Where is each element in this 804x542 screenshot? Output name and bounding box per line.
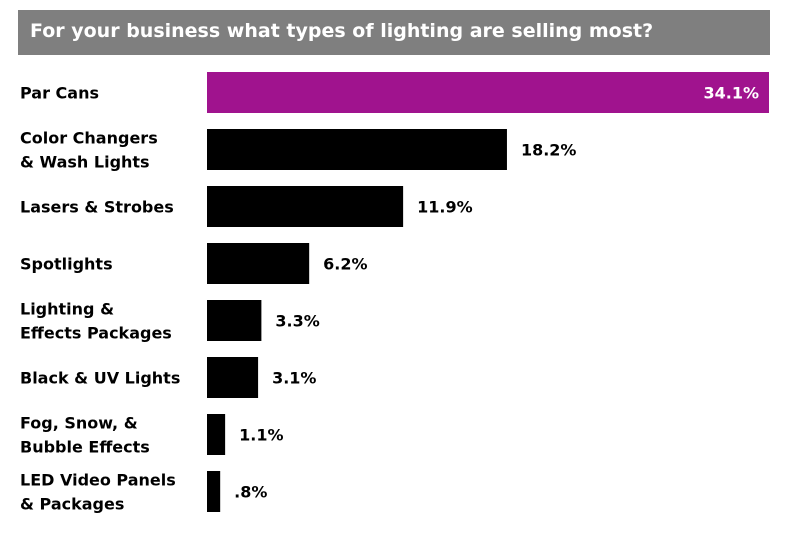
bar-2 — [207, 129, 507, 170]
category-label-1: Par Cans — [20, 84, 99, 103]
category-label-5: Lighting & Effects Packages — [20, 300, 172, 343]
value-label-4: 6.2% — [323, 255, 367, 274]
value-label-6: 3.1% — [272, 369, 316, 388]
bar-7 — [207, 414, 226, 455]
value-label-1: 34.1% — [703, 84, 759, 103]
category-label-6: Black & UV Lights — [20, 369, 180, 388]
value-label-7: 1.1% — [239, 426, 283, 445]
value-label-2: 18.2% — [521, 141, 577, 160]
category-label-7: Fog, Snow, & Bubble Effects — [20, 414, 150, 457]
category-label-3: Lasers & Strobes — [20, 198, 174, 217]
value-label-8: .8% — [234, 483, 267, 502]
bar-8 — [207, 471, 221, 512]
value-label-3: 11.9% — [417, 198, 473, 217]
bar-1 — [207, 72, 769, 113]
category-label-8: LED Video Panels & Packages — [20, 471, 176, 514]
chart-title: For your business what types of lighting… — [30, 20, 654, 42]
category-label-2: Color Changers & Wash Lights — [20, 129, 158, 172]
bar-3 — [207, 186, 404, 227]
bar-5 — [207, 300, 262, 341]
value-label-5: 3.3% — [275, 312, 319, 331]
title-bar: For your business what types of lighting… — [18, 10, 770, 55]
bar-6 — [207, 357, 259, 398]
category-label-4: Spotlights — [20, 255, 113, 274]
bar-4 — [207, 243, 310, 284]
